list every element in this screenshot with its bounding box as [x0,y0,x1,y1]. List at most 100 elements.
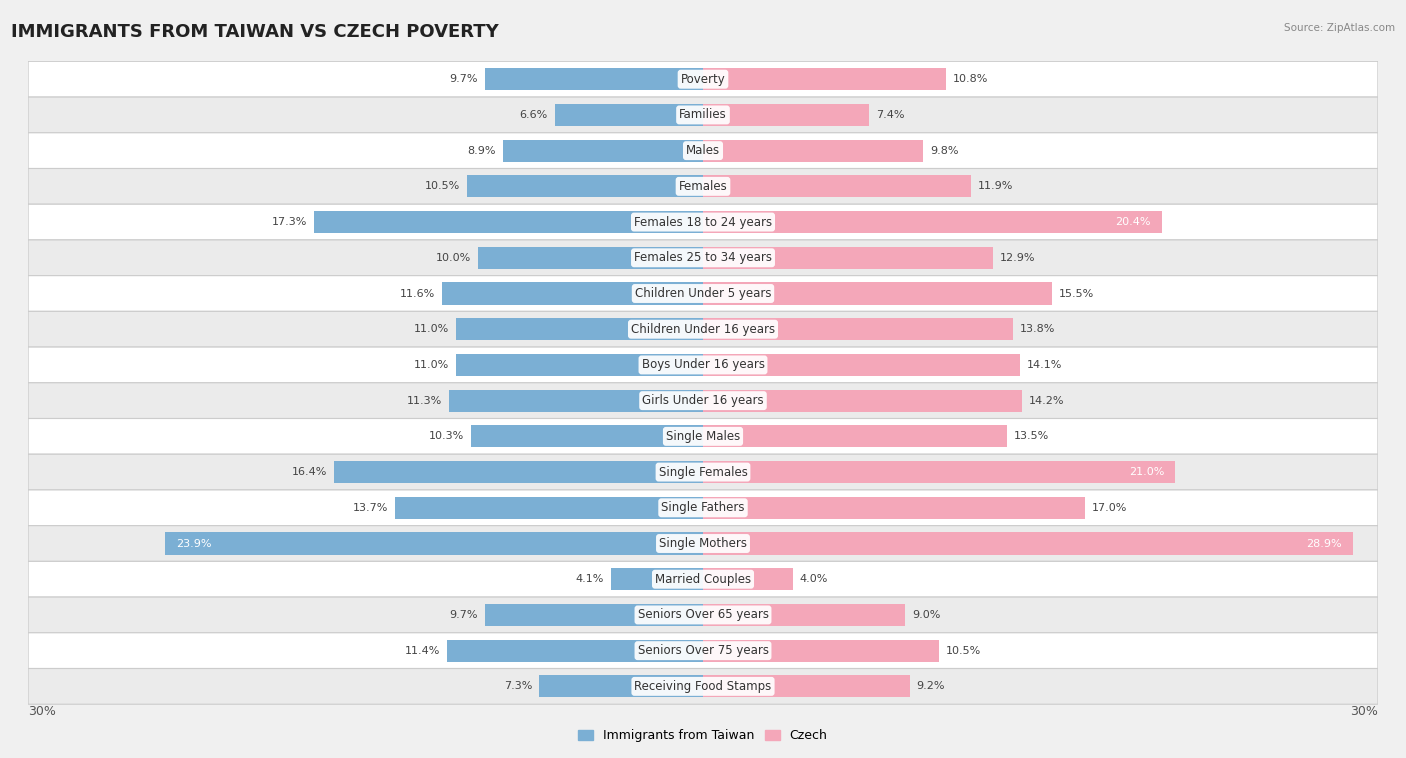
Bar [485,68,703,90]
FancyBboxPatch shape [28,204,1378,240]
Text: Single Females: Single Females [658,465,748,478]
FancyBboxPatch shape [28,383,1378,418]
Bar [467,175,703,197]
Text: 9.8%: 9.8% [931,146,959,155]
Text: Receiving Food Stamps: Receiving Food Stamps [634,680,772,693]
Bar [703,496,1085,519]
Text: 11.6%: 11.6% [401,289,436,299]
Bar [610,568,703,590]
Text: 16.4%: 16.4% [292,467,328,477]
FancyBboxPatch shape [28,61,1378,97]
Text: Females: Females [679,180,727,193]
FancyBboxPatch shape [28,669,1378,704]
Text: Single Fathers: Single Fathers [661,501,745,514]
Bar [703,568,793,590]
Bar [335,461,703,483]
Bar [703,246,993,269]
Text: 4.0%: 4.0% [800,575,828,584]
FancyBboxPatch shape [28,133,1378,168]
Text: Single Males: Single Males [666,430,740,443]
FancyBboxPatch shape [28,597,1378,633]
Text: 13.7%: 13.7% [353,503,388,513]
Bar [703,104,869,126]
Text: 13.8%: 13.8% [1021,324,1056,334]
Text: Children Under 5 years: Children Under 5 years [634,287,772,300]
Text: 4.1%: 4.1% [575,575,605,584]
Bar [703,354,1021,376]
Text: 28.9%: 28.9% [1306,538,1341,549]
Bar [395,496,703,519]
Bar [485,604,703,626]
Text: Single Mothers: Single Mothers [659,537,747,550]
Bar [703,283,1052,305]
Text: 12.9%: 12.9% [1000,252,1035,263]
Bar [703,211,1161,233]
Bar [703,175,970,197]
Bar [471,425,703,447]
FancyBboxPatch shape [28,562,1378,597]
Text: 30%: 30% [28,705,56,718]
FancyBboxPatch shape [28,276,1378,312]
Text: 13.5%: 13.5% [1014,431,1049,441]
Bar [456,318,703,340]
Text: Seniors Over 75 years: Seniors Over 75 years [637,644,769,657]
Text: 10.0%: 10.0% [436,252,471,263]
Text: Married Couples: Married Couples [655,573,751,586]
Text: 10.8%: 10.8% [953,74,988,84]
Bar [447,640,703,662]
Text: 15.5%: 15.5% [1059,289,1094,299]
Bar [314,211,703,233]
Text: 10.3%: 10.3% [429,431,464,441]
FancyBboxPatch shape [28,347,1378,383]
Bar [166,532,703,555]
Text: Seniors Over 65 years: Seniors Over 65 years [637,609,769,622]
Text: Children Under 16 years: Children Under 16 years [631,323,775,336]
Bar [703,139,924,161]
FancyBboxPatch shape [28,454,1378,490]
Bar [703,675,910,697]
FancyBboxPatch shape [28,312,1378,347]
Text: 9.7%: 9.7% [450,74,478,84]
Bar [703,640,939,662]
Text: 10.5%: 10.5% [425,181,460,191]
Text: 8.9%: 8.9% [468,146,496,155]
Bar [538,675,703,697]
Bar [703,461,1175,483]
Bar [703,68,946,90]
FancyBboxPatch shape [28,240,1378,276]
Text: Girls Under 16 years: Girls Under 16 years [643,394,763,407]
Text: 21.0%: 21.0% [1129,467,1164,477]
Text: Females 25 to 34 years: Females 25 to 34 years [634,252,772,265]
Text: 10.5%: 10.5% [946,646,981,656]
Bar [703,425,1007,447]
Text: 11.9%: 11.9% [977,181,1012,191]
Bar [503,139,703,161]
Bar [478,246,703,269]
Text: Poverty: Poverty [681,73,725,86]
Text: Source: ZipAtlas.com: Source: ZipAtlas.com [1284,23,1395,33]
Text: 11.3%: 11.3% [406,396,441,406]
FancyBboxPatch shape [28,168,1378,204]
Legend: Immigrants from Taiwan, Czech: Immigrants from Taiwan, Czech [574,724,832,747]
Text: 17.0%: 17.0% [1092,503,1128,513]
FancyBboxPatch shape [28,525,1378,562]
Bar [703,390,1022,412]
Text: Females 18 to 24 years: Females 18 to 24 years [634,215,772,229]
Text: IMMIGRANTS FROM TAIWAN VS CZECH POVERTY: IMMIGRANTS FROM TAIWAN VS CZECH POVERTY [11,23,499,41]
Text: 11.0%: 11.0% [413,324,449,334]
Text: 9.0%: 9.0% [912,610,941,620]
Text: 6.6%: 6.6% [520,110,548,120]
Text: 7.4%: 7.4% [876,110,904,120]
Bar [456,354,703,376]
Text: 11.4%: 11.4% [405,646,440,656]
FancyBboxPatch shape [28,633,1378,669]
Bar [554,104,703,126]
Text: Boys Under 16 years: Boys Under 16 years [641,359,765,371]
Text: 11.0%: 11.0% [413,360,449,370]
Text: 14.2%: 14.2% [1029,396,1064,406]
FancyBboxPatch shape [28,97,1378,133]
Bar [703,318,1014,340]
Text: Families: Families [679,108,727,121]
Bar [449,390,703,412]
Text: Males: Males [686,144,720,157]
